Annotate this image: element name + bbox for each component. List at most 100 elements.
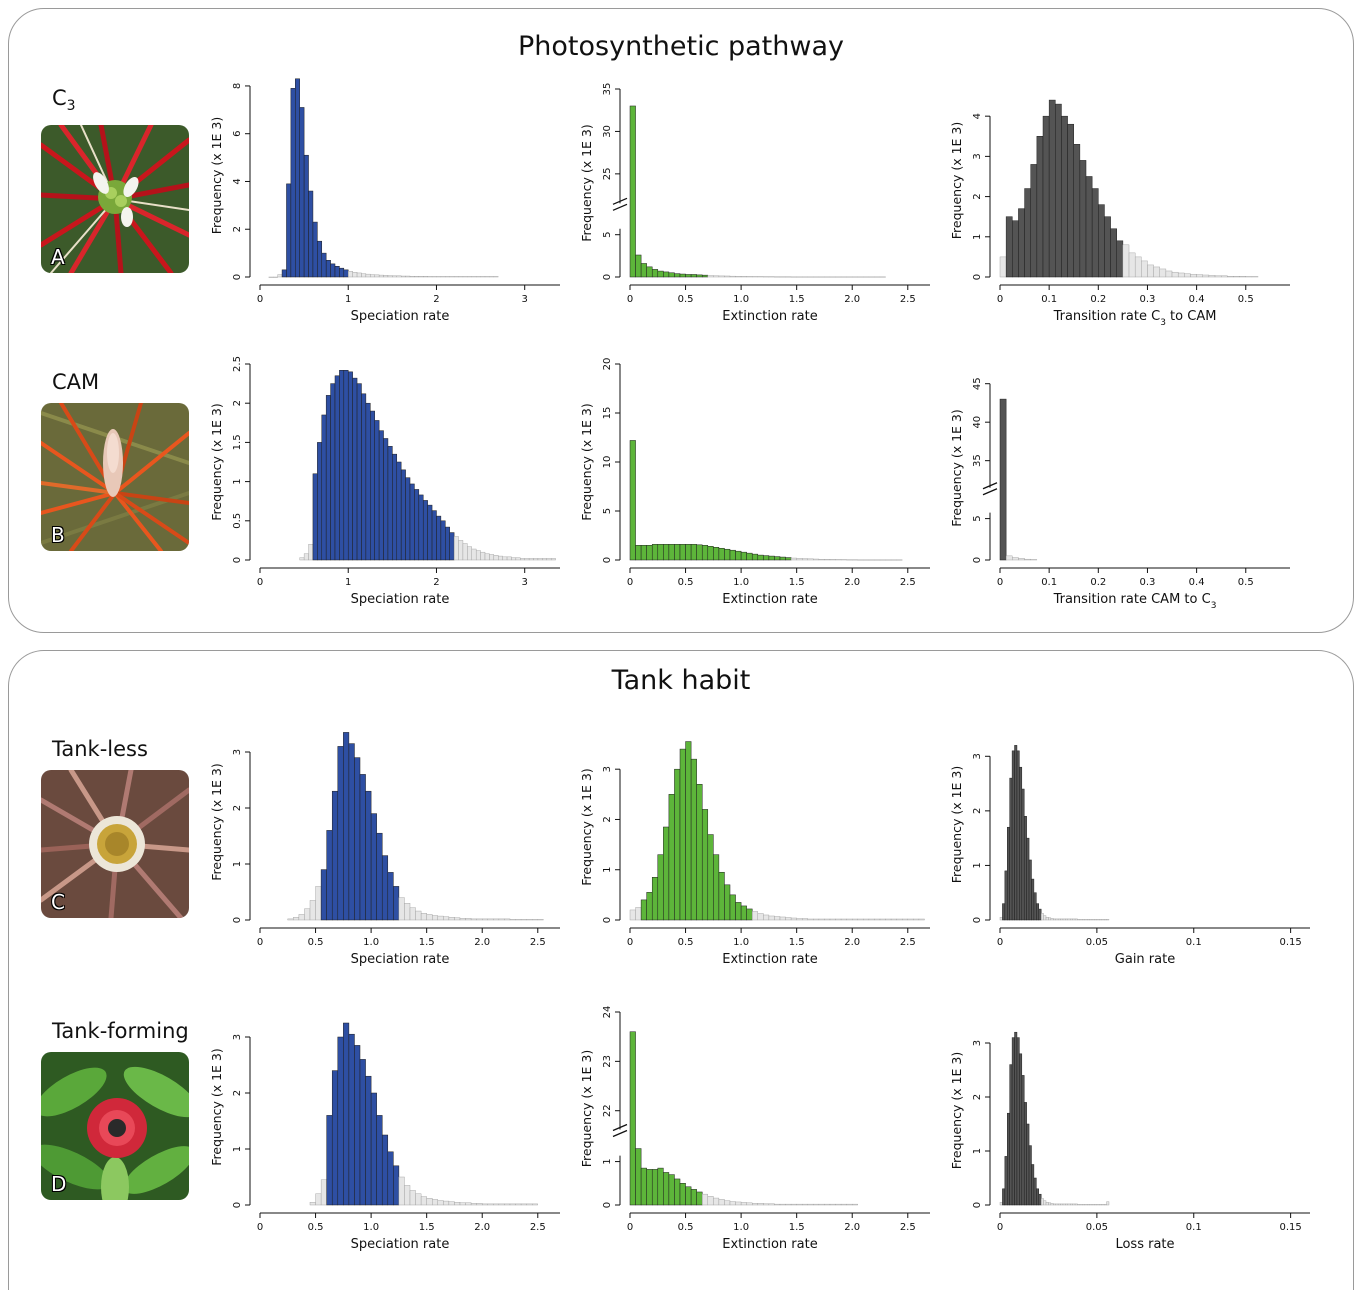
histogram-bar-hpd	[388, 446, 392, 560]
histogram-bar-tail	[293, 917, 299, 920]
histogram-bar-hpd	[370, 411, 374, 560]
histogram-bar-tail	[471, 1203, 477, 1205]
histogram-bar-hpd	[719, 872, 725, 920]
histogram-bar-hpd	[321, 870, 327, 920]
y-tick-label: 5	[602, 508, 613, 514]
histogram-bar-hpd	[1019, 767, 1021, 920]
histogram-bar-tail	[304, 909, 310, 920]
histogram-bar-tail	[852, 1204, 858, 1205]
histogram-bar-tail	[1178, 273, 1184, 277]
histogram-bar-hpd	[1043, 116, 1049, 277]
histogram-bar-tail	[482, 1204, 488, 1205]
histogram-bar-tail	[897, 919, 903, 920]
histogram-bar-tail	[1018, 558, 1024, 560]
y-tick-label: 15	[602, 407, 613, 420]
histogram-bar-hpd	[335, 266, 339, 277]
histogram-bar-hpd	[313, 222, 317, 277]
y-axis-title: Frequency (x 1E 3)	[209, 763, 224, 880]
histogram-bar-tail	[499, 919, 505, 920]
histogram-bar-tail	[520, 558, 524, 560]
histogram-bar-hpd	[327, 1115, 333, 1205]
histogram-bar-tail	[532, 1204, 538, 1205]
histogram-bar-tail	[813, 559, 819, 560]
histogram-bar-tail	[379, 275, 383, 277]
histogram-bar-hpd	[641, 900, 647, 920]
histogram-bar-tail	[802, 559, 808, 560]
histogram-bar-tail	[299, 914, 305, 920]
histogram-bar-tail	[791, 918, 797, 920]
x-axis-title: Extinction rate	[722, 592, 817, 607]
group-label-tank-less: Tank-less	[52, 737, 148, 761]
histogram-bar-tail	[824, 1204, 830, 1205]
y-tick-label: 8	[232, 83, 243, 89]
histogram-bar-tail	[913, 919, 919, 920]
histogram-bar-tail	[886, 919, 892, 920]
histogram-bar-hpd	[630, 440, 636, 560]
histogram-bar-tail	[797, 918, 803, 920]
histogram-bar-tail	[1135, 257, 1141, 277]
histogram-bar-tail	[630, 910, 636, 920]
histogram-bar-tail	[819, 559, 825, 560]
x-tick-label: 0	[627, 1222, 633, 1233]
histogram-bar-hpd	[1029, 860, 1031, 920]
histogram-bar-tail	[1147, 265, 1153, 277]
group-label-cam: CAM	[52, 370, 99, 394]
x-axis-title: Transition rate CAM to C3	[1053, 592, 1217, 611]
histogram-bar-hpd	[1019, 1054, 1021, 1205]
histogram-bar-tail	[1078, 1204, 1080, 1205]
histogram-bar-tail	[476, 551, 480, 560]
histogram-bar-tail	[797, 558, 803, 560]
histogram-bar-tail	[449, 1202, 455, 1205]
x-tick-label: 1.0	[733, 294, 749, 305]
histogram-bar-tail	[551, 558, 555, 560]
histogram-bar-tail	[769, 916, 775, 920]
histogram-bar-tail	[813, 919, 819, 920]
x-tick-label: 2.5	[900, 577, 916, 588]
y-tick-label: 1.5	[232, 434, 243, 450]
histogram-bar-hpd	[349, 744, 355, 920]
x-tick-label: 0.5	[308, 937, 324, 948]
histogram-bar-tail	[316, 886, 322, 920]
histogram-bar-tail	[278, 275, 282, 277]
histogram-bar-hpd	[674, 1179, 680, 1205]
histogram-bar-hpd	[414, 489, 418, 560]
histogram-bar-hpd	[349, 1034, 355, 1205]
histogram-bar-tail	[1061, 919, 1063, 920]
x-axis-title: Extinction rate	[722, 309, 817, 324]
histogram-bar-hpd	[377, 1115, 383, 1205]
x-axis-title: Speciation rate	[351, 1237, 450, 1252]
y-tick-label: 20	[602, 358, 613, 371]
histogram-bar-tail	[836, 919, 842, 920]
histogram-bar-tail	[361, 274, 365, 277]
histogram-bar-tail	[863, 919, 869, 920]
histogram-bar-hpd	[1015, 1032, 1017, 1205]
x-tick-label: 2.5	[900, 937, 916, 948]
histogram-bar-hpd	[379, 431, 383, 560]
histogram-bar-tail	[1025, 559, 1031, 560]
histogram-bar-tail	[830, 919, 836, 920]
histogram-bar-hpd	[636, 1149, 642, 1205]
histogram-bar-tail	[482, 919, 488, 920]
histogram-bar-tail	[488, 919, 494, 920]
histogram-bar-tail	[503, 557, 507, 560]
histogram-bar-hpd	[309, 191, 313, 277]
x-tick-label: 0.2	[1090, 577, 1106, 588]
x-tick-label: 0.05	[1086, 937, 1108, 948]
histogram-bar-hpd	[317, 241, 321, 277]
y-axis-title: Frequency (x 1E 3)	[209, 117, 224, 234]
histogram-bar-tail	[466, 1203, 472, 1205]
histogram-bar-hpd	[641, 263, 647, 277]
histogram-bar-hpd	[445, 527, 449, 560]
histogram-bar-tail	[1078, 919, 1080, 920]
histogram-bar-tail	[477, 919, 483, 920]
histogram-bar-hpd	[406, 478, 410, 560]
histogram-bar-tail	[808, 559, 814, 560]
panel-title-tank-habit: Tank habit	[9, 665, 1353, 696]
y-tick-label: 1	[232, 478, 243, 484]
y-tick-label: 3	[972, 153, 983, 159]
